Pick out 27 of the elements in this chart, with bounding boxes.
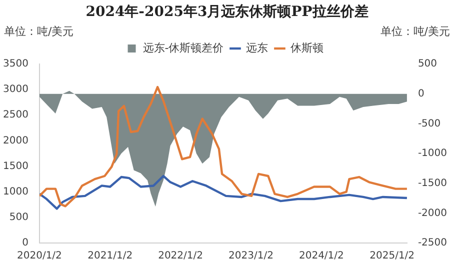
chart-title: 2024年-2025年3月远东休斯顿PP拉丝价差	[84, 3, 370, 21]
y2-tick-label: -1000	[418, 148, 448, 160]
y-tick-label: 0	[22, 238, 28, 249]
y-tick-label: 2500	[2, 110, 28, 121]
legend-label: 远东-休斯顿差价	[142, 41, 224, 54]
y2-tick-label: -500	[418, 118, 441, 130]
x-tick-label: 2020/1/2	[16, 250, 62, 262]
x-tick-label: 2022/1/2	[158, 250, 203, 262]
y2-tick-label: -1500	[418, 178, 448, 189]
y-tick-label: 1000	[2, 186, 28, 198]
y2-tick-label: -2500	[418, 238, 448, 249]
y-tick-label: 500	[9, 212, 28, 224]
x-tick-label: 2021/1/2	[88, 250, 133, 262]
y2-axis-title: 单位：吨/美元	[380, 24, 450, 39]
y2-tick-label: -2000	[418, 208, 448, 219]
legend-label: 远东	[246, 41, 268, 54]
y-tick-label: 3000	[2, 84, 28, 96]
y2-tick-label: 500	[418, 58, 438, 70]
y2-tick-label: 0	[418, 88, 424, 100]
x-tick-label: 2023/1/2	[228, 250, 274, 262]
y-tick-label: 2000	[2, 135, 28, 146]
y-axis-title: 单位：吨/美元	[4, 24, 74, 39]
y-tick-label: 3500	[2, 58, 28, 70]
x-tick-label: 2025/1/2	[370, 250, 415, 262]
y-tick-label: 1500	[2, 160, 28, 172]
x-tick-label: 2024/1/2	[298, 250, 344, 262]
legend-label: 休斯顿	[290, 41, 324, 54]
